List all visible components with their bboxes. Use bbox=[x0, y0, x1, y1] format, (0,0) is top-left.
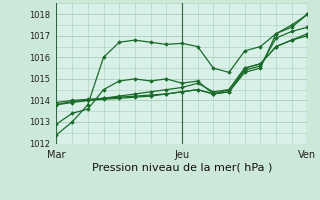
X-axis label: Pression niveau de la mer( hPa ): Pression niveau de la mer( hPa ) bbox=[92, 163, 272, 173]
